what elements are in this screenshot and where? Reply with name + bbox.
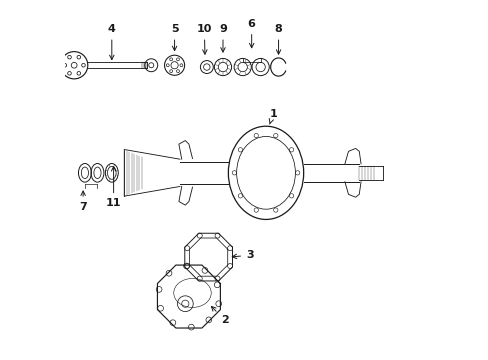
Text: 3: 3: [232, 250, 253, 260]
Ellipse shape: [228, 126, 303, 220]
Text: 1: 1: [269, 109, 277, 124]
Text: 4: 4: [108, 24, 116, 60]
Text: 7: 7: [79, 191, 87, 212]
Text: 11: 11: [105, 167, 121, 208]
Text: 9: 9: [219, 24, 226, 52]
Text: 6: 6: [247, 19, 255, 48]
Text: 2: 2: [211, 306, 228, 325]
Text: 8: 8: [274, 24, 282, 54]
Text: 10: 10: [196, 24, 212, 54]
Text: 5: 5: [170, 24, 178, 51]
